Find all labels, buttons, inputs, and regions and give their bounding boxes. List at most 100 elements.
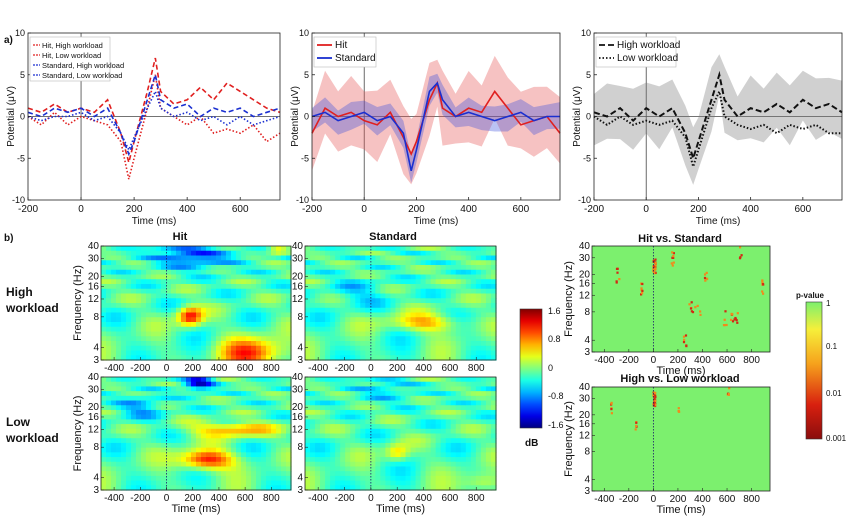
heatmap-cell	[425, 400, 432, 406]
heatmap-cell	[251, 274, 257, 280]
heatmap-cell	[276, 303, 282, 309]
heatmap-cell	[355, 298, 361, 304]
heatmap-cell	[286, 414, 292, 420]
heatmap-cell	[370, 350, 376, 356]
heatmap-cell	[281, 260, 287, 266]
heatmap-cell	[266, 447, 272, 453]
heatmap-cell	[420, 331, 427, 337]
significant-cell	[699, 310, 702, 313]
heatmap-cell	[315, 265, 321, 271]
heatmap-cell	[445, 307, 452, 314]
heatmap-cell	[365, 428, 371, 435]
heatmap-cell	[365, 312, 371, 318]
heatmap-cell	[390, 391, 397, 397]
heatmap-cell	[455, 428, 462, 435]
heatmap-cell	[315, 350, 321, 356]
heatmap-cell	[380, 303, 387, 309]
heatmap-cell	[141, 377, 147, 383]
significant-cell	[731, 313, 734, 316]
y-tick-label: 4	[93, 472, 99, 483]
heatmap-cell	[440, 279, 447, 285]
heatmap-cell	[325, 447, 331, 453]
heatmap-cell	[156, 442, 162, 449]
heatmap-cell	[246, 377, 252, 383]
significant-cell	[734, 316, 737, 320]
heatmap-cell	[345, 485, 351, 491]
heatmap-cell	[395, 433, 402, 439]
heatmap-cell	[335, 345, 341, 352]
heatmap-cell	[395, 381, 402, 388]
significant-cell	[616, 271, 619, 274]
significant-cell	[725, 323, 728, 327]
heatmap-cell	[281, 307, 287, 314]
heatmap-cell	[271, 395, 277, 402]
heatmap-cell	[131, 298, 137, 304]
heatmap-cell	[315, 307, 321, 314]
heatmap-cell	[246, 452, 252, 458]
heatmap-cell	[181, 424, 187, 430]
heatmap-cell	[141, 307, 147, 314]
heatmap-cell	[191, 475, 197, 482]
heatmap-cell	[211, 260, 217, 266]
heatmap-cell	[390, 250, 397, 257]
heatmap-cell	[365, 326, 371, 333]
heatmap-cell	[176, 386, 182, 392]
heatmap-cell	[335, 269, 341, 276]
heatmap-cell	[325, 409, 331, 416]
heatmap-cell	[241, 377, 247, 383]
heatmap-cell	[156, 485, 162, 491]
heatmap-cell	[340, 355, 346, 361]
heatmap-cell	[211, 471, 217, 477]
heatmap-cell	[161, 424, 167, 430]
heatmap-cell	[340, 381, 346, 388]
heatmap-cell	[420, 336, 427, 342]
heatmap-cell	[340, 457, 346, 463]
heatmap-cell	[330, 381, 336, 388]
heatmap-cell	[490, 442, 497, 449]
heatmap-cell	[440, 246, 447, 252]
heatmap-cell	[251, 269, 257, 276]
heatmap-cell	[206, 466, 212, 472]
heatmap-cell	[186, 400, 192, 406]
heatmap-cell	[131, 265, 137, 271]
heatmap-cell	[166, 480, 172, 486]
heatmap-cell	[271, 288, 277, 295]
y-tick-label: 30	[292, 254, 304, 265]
heatmap-cell	[385, 260, 392, 266]
heatmap-cell	[191, 341, 197, 347]
x-tick-label: -400	[308, 363, 328, 374]
heatmap-cell	[111, 475, 117, 482]
heatmap-cell	[231, 381, 237, 388]
heatmap-cell	[455, 265, 462, 271]
heatmap-cell	[345, 377, 351, 383]
heatmap-cell	[271, 405, 277, 411]
heatmap-cell	[151, 377, 157, 383]
heatmap-cell	[281, 466, 287, 472]
heatmap-cell	[266, 428, 272, 435]
heatmap-cell	[126, 260, 132, 266]
heatmap-cell	[445, 405, 452, 411]
heatmap-cell	[440, 317, 447, 323]
heatmap-cell	[430, 255, 437, 261]
heatmap-cell	[325, 246, 331, 252]
heatmap-cell	[310, 452, 316, 458]
x-tick-label: 0	[368, 493, 374, 504]
heatmap-cell	[445, 424, 452, 430]
heatmap-cell	[355, 405, 361, 411]
heatmap-cell	[470, 442, 477, 449]
heatmap-cell	[395, 303, 402, 309]
heatmap-cell	[166, 331, 172, 337]
heatmap-cell	[251, 419, 257, 425]
heatmap-cell	[445, 433, 452, 439]
heatmap-cell	[126, 447, 132, 453]
heatmap-cell	[181, 414, 187, 420]
heatmap-cell	[390, 265, 397, 271]
heatmap-cell	[425, 409, 432, 416]
heatmap-cell	[151, 274, 157, 280]
heatmap-cell	[325, 269, 331, 276]
axes-frame	[591, 386, 771, 492]
heatmap-cell	[455, 471, 462, 477]
heatmap-cell	[126, 298, 132, 304]
heatmap-cell	[171, 279, 177, 285]
